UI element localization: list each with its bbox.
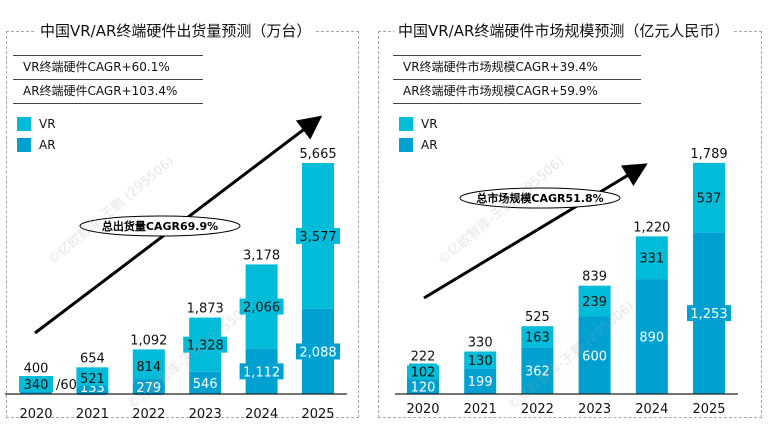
data-label-vr: 3,577 [299,230,336,245]
label-bg [409,363,437,380]
data-label-vr: 2,066 [243,301,280,316]
x-tick-label: 2025 [692,402,725,417]
total-label: 1,220 [633,220,670,235]
label-bg [523,328,552,345]
legend-item-vr: VR [399,113,438,134]
x-tick-label: 2020 [19,407,52,422]
data-label-ar: 239 [582,295,607,310]
data-label-ar: 279 [136,381,161,396]
label-bg [580,347,609,364]
x-tick-label: 2020 [406,402,439,417]
market-chart-title: 中国VR/AR终端硬件市场规模预测（亿元人民币） [394,20,734,41]
label-bg [466,351,495,368]
total-label: 330 [468,336,493,351]
total-label: 1,789 [690,147,727,162]
data-label-vr: 890 [639,331,664,346]
x-tick-label: 2024 [245,407,278,422]
total-label: 1,873 [187,302,224,317]
label-bg [239,298,284,315]
label-bg [19,376,53,392]
vr-cagr-row: VR终端硬件CAGR+60.1% [13,55,203,79]
vr-market-cagr-row: VR终端硬件市场规模CAGR+39.4% [393,55,641,79]
cagr-trend-arrow [423,163,648,300]
legend-swatch-vr [17,116,31,131]
label-bg [296,343,340,360]
x-tick-label: 2022 [132,407,165,422]
label-bg [134,358,163,375]
market-cagr-table: VR终端硬件市场规模CAGR+39.4% AR终端硬件市场规模CAGR+59.9… [393,55,641,104]
label-bg [466,373,495,390]
data-label-ar: 2,088 [299,345,336,360]
total-label: 654 [80,351,105,366]
legend-item-ar: AR [17,134,56,155]
data-label-ar: 331 [639,252,664,267]
label-bg [580,293,609,310]
data-label-vr: 120 [411,380,436,395]
legend-swatch-ar [399,137,413,152]
ar-market-cagr-row: AR终端硬件市场规模CAGR+59.9% [393,79,641,104]
bar-ar-2020 [20,391,52,394]
label-bg [695,189,723,206]
market-legend: VR AR [399,113,438,155]
legend-item-vr: VR [17,113,56,134]
shipment-legend: VR AR [17,113,56,155]
cagr-ellipse [79,215,241,237]
x-tick-label: 2023 [578,402,611,417]
ar-cagr-row: AR终端硬件CAGR+103.4% [13,79,203,104]
label-bg [239,363,284,380]
label-bg [183,336,228,353]
label-bg [191,374,220,391]
x-tick-label: 2022 [521,402,554,417]
data-label-ar: 537 [697,192,722,207]
data-label-ar: /60 [56,378,77,393]
cagr-ellipse [459,187,621,209]
data-label-vr: 814 [136,360,161,375]
x-tick-label: 2021 [76,407,109,422]
total-label: 525 [525,310,550,325]
data-label-vr: 521 [80,372,105,387]
data-label-ar: 1,112 [243,365,280,380]
total-label: 3,178 [243,248,280,263]
legend-label-vr: VR [421,116,438,131]
legend-label-vr: VR [39,116,56,131]
label-bg [523,362,552,379]
data-label-vr: 1,328 [187,339,224,354]
data-label-vr: 1,253 [690,307,727,322]
data-label-vr: 340 [24,378,49,393]
data-label-vr: 362 [525,365,550,380]
label-bg [637,249,666,266]
x-tick-label: 2021 [464,402,497,417]
legend-swatch-vr [399,116,413,131]
legend-item-ar: AR [399,134,438,155]
data-label-ar: 163 [525,331,550,346]
label-bg [409,378,437,395]
shipment-chart-title: 中国VR/AR终端硬件出货量预测（万台） [36,20,316,41]
x-tick-label: 2023 [189,407,222,422]
total-cagr-label: 总市场规模CAGR51.8% [476,191,603,205]
total-label: 222 [411,349,436,364]
data-label-ar: 102 [411,366,436,381]
label-bg [296,227,340,244]
label-bg [134,379,163,395]
total-label: 839 [582,270,607,285]
total-label: 1,092 [130,333,167,348]
data-label-vr: 600 [582,349,607,364]
legend-label-ar: AR [421,137,438,152]
total-label: 400 [24,362,49,377]
x-tick-label: 2024 [635,402,668,417]
data-label-vr: 199 [468,375,493,390]
legend-label-ar: AR [39,137,56,152]
legend-swatch-ar [17,137,31,152]
label-bg [687,305,731,322]
label-bg [637,328,666,345]
shipment-cagr-table: VR终端硬件CAGR+60.1% AR终端硬件CAGR+103.4% [13,55,203,104]
total-cagr-label: 总出货量CAGR69.9% [102,219,218,233]
x-tick-label: 2025 [301,407,334,422]
total-label: 5,665 [299,147,336,162]
label-bg [78,369,107,386]
data-label-ar: 130 [468,354,493,369]
data-label-ar: 546 [193,377,218,392]
